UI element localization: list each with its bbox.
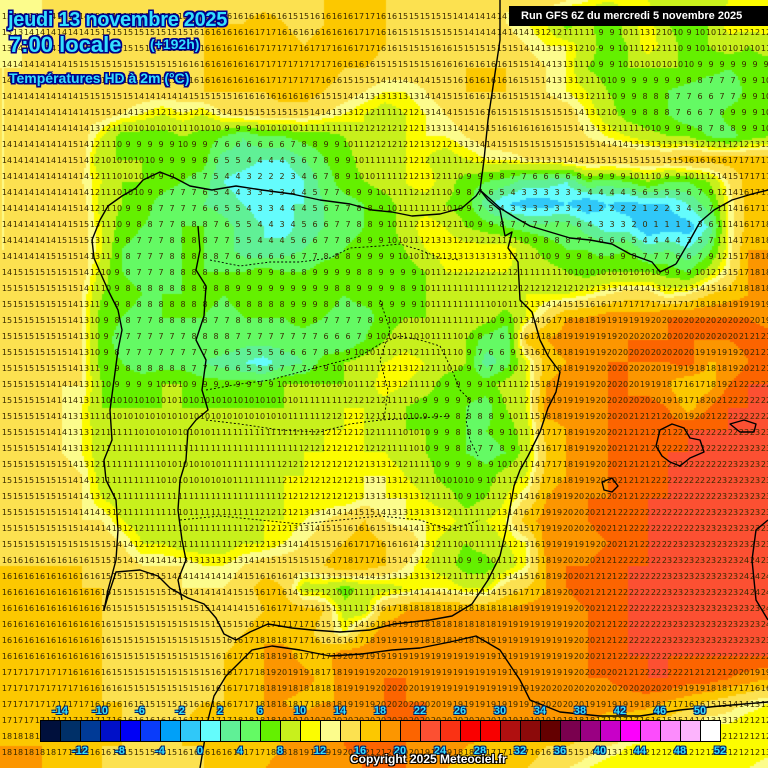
colorbar-tick-label: 48 xyxy=(674,745,686,757)
colorbar-tick-label: 20 xyxy=(394,745,406,757)
ibiza-coastline xyxy=(601,477,619,493)
colorbar-tick-label: 24 xyxy=(434,745,446,757)
colorbar-swatch xyxy=(601,721,621,741)
portugal-spain-border xyxy=(177,225,209,601)
colorbar-swatch xyxy=(261,721,281,741)
mallorca-coastline xyxy=(655,423,705,467)
colorbar-tick-label: 8 xyxy=(277,745,283,757)
colorbar-swatch xyxy=(421,721,441,741)
colorbar-tick-label: 44 xyxy=(634,745,646,757)
temperature-colorbar xyxy=(40,720,721,742)
colorbar-swatch xyxy=(481,721,501,741)
france-coastline xyxy=(675,189,768,265)
map-parameter-title: Températures HD à 2m (°C) xyxy=(9,70,189,86)
colorbar-tick-label: -8 xyxy=(115,745,125,757)
colorbar-swatch xyxy=(381,721,401,741)
colorbar-swatch xyxy=(161,721,181,741)
region-border xyxy=(379,299,391,421)
sardinia-coastline xyxy=(751,519,768,621)
colorbar-tick-label: 40 xyxy=(594,745,606,757)
colorbar-swatch xyxy=(441,721,461,741)
colorbar-tick-label: 28 xyxy=(474,745,486,757)
colorbar-swatch xyxy=(81,721,101,741)
colorbar-tick-label: -2 xyxy=(175,705,185,717)
colorbar-tick-label: 30 xyxy=(494,705,506,717)
region-border xyxy=(205,415,451,433)
colorbar-tick-label: 10 xyxy=(294,705,306,717)
colorbar-tick-label: 32 xyxy=(514,745,526,757)
colorbar-tick-label: 2 xyxy=(217,705,223,717)
colorbar-swatch xyxy=(101,721,121,741)
colorbar-swatch xyxy=(321,721,341,741)
region-border xyxy=(205,335,441,391)
forecast-time: 7:00 locale xyxy=(9,32,122,58)
france-spain-border xyxy=(479,189,677,273)
colorbar-swatch xyxy=(61,721,81,741)
forecast-date: jeudi 13 novembre 2025 xyxy=(8,9,227,32)
colorbar-swatch xyxy=(361,721,381,741)
colorbar-tick-label: -6 xyxy=(135,705,145,717)
colorbar-swatch xyxy=(181,721,201,741)
colorbar-swatch xyxy=(201,721,221,741)
colorbar-tick-label: 14 xyxy=(334,705,346,717)
colorbar-swatch xyxy=(701,721,720,741)
menorca-coastline xyxy=(729,419,757,433)
region-border xyxy=(209,243,461,267)
colorbar-swatch xyxy=(281,721,301,741)
colorbar-swatch xyxy=(561,721,581,741)
colorbar-swatch xyxy=(221,721,241,741)
colorbar-swatch xyxy=(341,721,361,741)
colorbar-tick-label: 52 xyxy=(714,745,726,757)
colorbar-swatch xyxy=(121,721,141,741)
colorbar-swatch xyxy=(641,721,661,741)
copyright-notice: Copyright 2025 Meteociel.fr xyxy=(350,752,507,766)
colorbar-tick-label: 42 xyxy=(614,705,626,717)
colorbar-tick-label: 16 xyxy=(354,745,366,757)
colorbar-swatch xyxy=(41,721,61,741)
forecast-lead-time: (+192h) xyxy=(150,36,199,52)
colorbar-tick-label: 50 xyxy=(694,705,706,717)
model-run-label: Run GFS 6Z du mercredi 5 novembre 2025 xyxy=(509,6,768,26)
colorbar-swatch xyxy=(661,721,681,741)
colorbar-tick-label: 26 xyxy=(454,705,466,717)
colorbar-swatch xyxy=(501,721,521,741)
colorbar-swatch xyxy=(541,721,561,741)
colorbar-tick-label: -4 xyxy=(155,745,165,757)
colorbar-swatch xyxy=(241,721,261,741)
colorbar-tick-label: 22 xyxy=(414,705,426,717)
colorbar-swatch xyxy=(621,721,641,741)
colorbar-swatch xyxy=(301,721,321,741)
colorbar-tick-label: -14 xyxy=(52,705,68,717)
colorbar-swatch xyxy=(141,721,161,741)
colorbar-swatch xyxy=(521,721,541,741)
colorbar-tick-label: 36 xyxy=(554,745,566,757)
colorbar-tick-label: 6 xyxy=(257,705,263,717)
colorbar-tick-label: 46 xyxy=(654,705,666,717)
colorbar-tick-label: 38 xyxy=(574,705,586,717)
colorbar-swatch xyxy=(461,721,481,741)
colorbar-tick-label: 18 xyxy=(374,705,386,717)
colorbar-tick-label: -12 xyxy=(72,745,88,757)
colorbar-tick-label: 4 xyxy=(237,745,243,757)
iberia-coastline xyxy=(91,171,561,641)
colorbar-swatch xyxy=(581,721,601,741)
colorbar-tick-label: 12 xyxy=(314,745,326,757)
region-border xyxy=(439,345,479,457)
colorbar-swatch xyxy=(681,721,701,741)
france-bay-biscay-coast xyxy=(479,0,501,191)
colorbar-tick-label: 34 xyxy=(534,705,546,717)
region-border xyxy=(179,515,481,531)
colorbar-swatch xyxy=(401,721,421,741)
colorbar-tick-label: 0 xyxy=(197,745,203,757)
north-africa-coastline xyxy=(199,635,768,768)
colorbar-tick-label: -10 xyxy=(92,705,108,717)
